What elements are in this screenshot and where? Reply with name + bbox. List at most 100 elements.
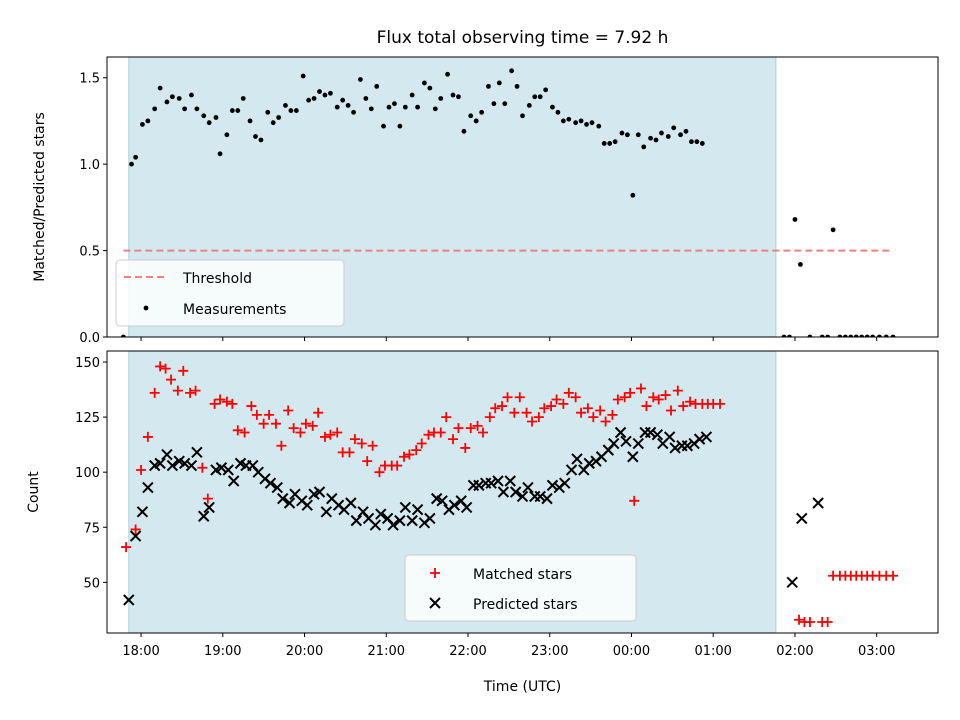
matched-stars-point bbox=[319, 431, 330, 442]
measurement-point bbox=[427, 85, 433, 91]
measurement-point bbox=[870, 334, 876, 337]
predicted-stars-point bbox=[136, 506, 149, 518]
x-tick-label: 19:00 bbox=[204, 644, 241, 659]
matched-stars-point bbox=[653, 394, 664, 405]
measurement-point bbox=[145, 118, 151, 124]
predicted-stars-point bbox=[203, 501, 215, 514]
predicted-stars-point bbox=[644, 426, 657, 439]
matched-stars-point bbox=[239, 427, 250, 438]
predicted-stars-point bbox=[627, 451, 639, 463]
predicted-stars-point bbox=[632, 437, 645, 450]
predicted-stars-point bbox=[614, 426, 627, 439]
measurement-point bbox=[641, 144, 647, 150]
predicted-stars-point bbox=[565, 464, 578, 476]
measurement-point bbox=[825, 334, 831, 337]
predicted-stars-point bbox=[608, 437, 620, 450]
matched-stars-point bbox=[215, 394, 226, 405]
matched-stars-point bbox=[362, 456, 373, 467]
legend-box bbox=[404, 554, 637, 622]
measurement-point bbox=[283, 102, 288, 108]
measurement-point bbox=[432, 106, 438, 112]
predicted-stars-point bbox=[283, 497, 296, 509]
predicted-stars-point bbox=[700, 431, 713, 443]
measurement-point bbox=[699, 141, 705, 146]
measurement-point bbox=[189, 92, 194, 98]
predicted-stars-point bbox=[516, 490, 529, 503]
predicted-stars-point bbox=[424, 512, 436, 525]
matched-stars-point bbox=[527, 416, 538, 427]
measurement-point bbox=[520, 113, 525, 119]
matched-stars-point bbox=[490, 403, 501, 414]
measurement-point bbox=[217, 151, 223, 157]
matched-stars-point bbox=[648, 392, 659, 403]
measurement-point bbox=[619, 130, 625, 136]
matched-stars-point bbox=[715, 398, 726, 409]
matched-stars-point bbox=[477, 427, 488, 438]
predicted-stars-point bbox=[345, 497, 357, 509]
measurement-point bbox=[842, 334, 848, 337]
matched-stars-point bbox=[283, 405, 294, 416]
matched-stars-point bbox=[625, 387, 636, 398]
matched-stars-point bbox=[197, 462, 208, 473]
matched-stars-point bbox=[276, 440, 287, 451]
measurement-point bbox=[402, 104, 408, 110]
matched-stars-point bbox=[270, 418, 281, 429]
predicted-stars-point bbox=[166, 459, 179, 472]
predicted-stars-point bbox=[142, 481, 154, 494]
matched-stars-point bbox=[822, 616, 833, 627]
measurement-point bbox=[653, 137, 659, 143]
matched-stars-point bbox=[404, 449, 415, 460]
matched-stars-point bbox=[423, 429, 434, 440]
measurement-point bbox=[678, 132, 683, 138]
legend-predicted-swatch bbox=[429, 597, 441, 609]
predicted-stars-point bbox=[492, 475, 504, 487]
measurement-point bbox=[213, 115, 219, 120]
matched-stars-point bbox=[411, 445, 422, 456]
predicted-stars-point bbox=[522, 481, 534, 494]
measurement-point bbox=[807, 334, 813, 337]
matched-stars-point bbox=[448, 434, 459, 445]
measurement-point bbox=[270, 120, 276, 126]
predicted-stars-point bbox=[277, 492, 289, 505]
matched-stars-point bbox=[367, 440, 378, 451]
matched-stars-point bbox=[258, 418, 269, 429]
matched-stars-point bbox=[685, 396, 696, 407]
matched-stars-point bbox=[166, 374, 177, 385]
matched-stars-point bbox=[325, 429, 336, 440]
predicted-stars-point bbox=[620, 435, 632, 448]
measurement-point bbox=[550, 104, 555, 110]
x-tick-label: 03:00 bbox=[858, 644, 895, 659]
matched-stars-point bbox=[888, 570, 899, 581]
predicted-stars-point bbox=[571, 453, 583, 465]
y-tick-label: 125 bbox=[75, 411, 100, 426]
measurement-point bbox=[334, 104, 340, 110]
measurement-point bbox=[258, 137, 264, 143]
legend-box bbox=[115, 259, 345, 327]
matched-stars-point bbox=[246, 401, 257, 412]
measurement-point bbox=[169, 94, 175, 100]
matched-stars-point bbox=[190, 385, 201, 396]
matched-stars-point bbox=[600, 416, 611, 427]
matched-stars-point bbox=[185, 387, 196, 398]
matched-stars-point bbox=[460, 442, 471, 453]
predicted-stars-point bbox=[796, 512, 808, 525]
predicted-stars-point bbox=[375, 508, 387, 520]
legend: Matched stars Predicted stars bbox=[404, 554, 637, 622]
matched-stars-point bbox=[570, 392, 581, 403]
matched-stars-point bbox=[232, 425, 243, 436]
matched-stars-point bbox=[794, 614, 805, 625]
measurement-point bbox=[560, 118, 566, 124]
measurement-point bbox=[596, 123, 602, 129]
matched-stars-point bbox=[660, 390, 671, 401]
predicted-stars-point bbox=[473, 479, 485, 492]
matched-stars-point bbox=[588, 412, 599, 423]
measurement-point bbox=[589, 120, 595, 126]
legend: Threshold Measurements bbox=[115, 259, 345, 327]
matched-stars-point bbox=[551, 394, 562, 405]
x-axis-label: Time (UTC) bbox=[483, 679, 561, 695]
measurement-point bbox=[671, 125, 677, 131]
measurement-point bbox=[601, 141, 607, 146]
measurement-point bbox=[514, 83, 520, 89]
measurement-point bbox=[607, 141, 613, 146]
